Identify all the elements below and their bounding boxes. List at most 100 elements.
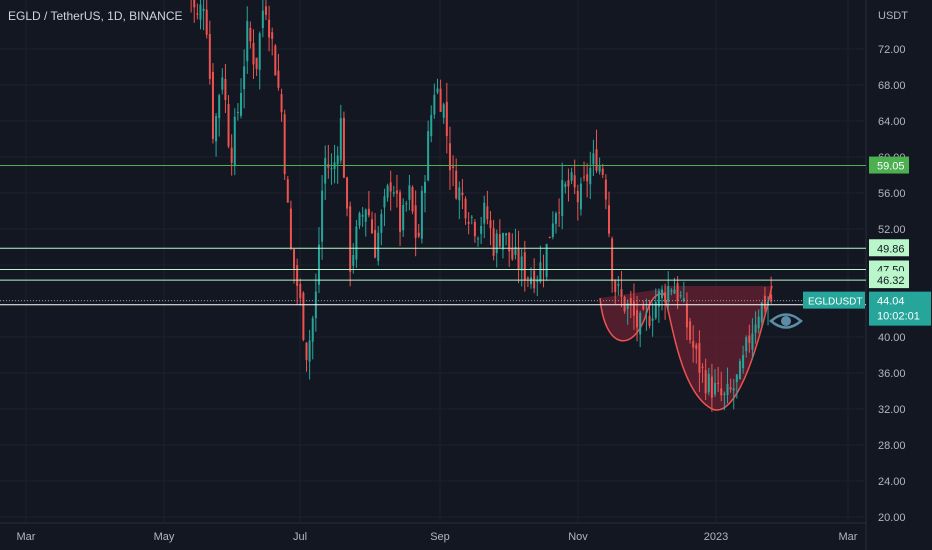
candle-body (629, 297, 632, 306)
candle-body (414, 205, 417, 238)
candle-body (280, 94, 283, 113)
candle-body (321, 190, 324, 242)
candle-body (598, 165, 601, 172)
candle-body (408, 185, 411, 200)
candle-body (386, 185, 389, 198)
candle-body (714, 382, 717, 395)
candle-body (374, 229, 377, 258)
candle-body (364, 209, 367, 222)
candle-body (461, 192, 464, 196)
candle-body (735, 374, 738, 383)
candle-body (258, 33, 261, 70)
candle-body (707, 373, 710, 393)
candle-body (355, 226, 358, 260)
symbol-tag-label: EGLDUSDT (808, 297, 862, 308)
level-price-label: 49.86 (877, 243, 905, 255)
candle-body (402, 204, 405, 231)
candle-body (433, 94, 436, 115)
chart-title: EGLD / TetherUS, 1D, BINANCE (8, 9, 183, 23)
candle-body (579, 183, 582, 210)
candle-body (196, 13, 199, 15)
candle-body (352, 255, 355, 266)
candle-body (567, 180, 570, 187)
candle-body (570, 172, 573, 181)
candle-body (193, 0, 196, 8)
price-axis-unit: USDT (878, 10, 908, 22)
candle-body (218, 95, 221, 119)
candle-body (445, 101, 448, 137)
candle-body (738, 361, 741, 380)
candle-body (430, 114, 433, 137)
current-price-tag (869, 291, 931, 326)
candle-body (464, 198, 467, 219)
candle-body (330, 168, 333, 170)
candle-body (317, 244, 320, 285)
candle-body (710, 376, 713, 398)
candle-body (729, 387, 732, 390)
time-tick-label: May (154, 531, 175, 543)
candle-body (439, 88, 442, 112)
candle-body (763, 295, 766, 310)
candle-body (667, 286, 670, 302)
candle-body (377, 232, 380, 261)
candle-body (342, 117, 345, 178)
candle-body (523, 252, 526, 280)
price-tick-label: 64.00 (878, 116, 906, 128)
candle-body (442, 104, 445, 118)
candle-body (311, 318, 314, 342)
candle-body (676, 283, 679, 302)
candle-body (492, 228, 495, 256)
candle-body (701, 366, 704, 368)
candle-body (205, 9, 208, 35)
candle-body (264, 6, 267, 15)
time-tick-label: Jul (293, 531, 307, 543)
candle-body (698, 342, 701, 373)
candle-body (489, 220, 492, 229)
candle-body (689, 321, 692, 340)
candle-body (589, 167, 592, 185)
candle-body (498, 234, 501, 247)
candle-body (420, 190, 423, 239)
candle-body (717, 382, 720, 384)
candle-body (723, 393, 726, 395)
eye-icon[interactable] (769, 313, 803, 329)
candle-body (564, 183, 567, 188)
candle-body (411, 187, 414, 212)
candle-body (595, 149, 598, 171)
candle-body (639, 312, 642, 335)
candle-body (455, 170, 458, 199)
candle-body (221, 77, 224, 90)
candle-body (757, 316, 760, 329)
candle-body (233, 116, 236, 166)
candle-body (576, 190, 579, 203)
candle-body (296, 265, 299, 286)
candle-body (664, 292, 667, 303)
candle-body (526, 278, 529, 280)
candle-body (483, 202, 486, 224)
candle-body (586, 174, 589, 182)
candle-body (467, 221, 470, 224)
candle-body (732, 388, 735, 391)
time-tick-label: Sep (430, 531, 450, 543)
candle-body (760, 302, 763, 322)
candle-body (249, 27, 252, 42)
time-tick-label: Mar (17, 531, 36, 543)
candle-body (405, 203, 408, 205)
level-price-label: 46.32 (877, 275, 905, 287)
candle-body (642, 305, 645, 310)
candle-body (383, 196, 386, 208)
candle-body (626, 303, 629, 310)
countdown-label: 10:02:01 (877, 311, 920, 323)
level-price-tag (869, 156, 909, 174)
candle-body (336, 155, 339, 165)
candle-body (286, 179, 289, 203)
candle-body (230, 147, 233, 163)
symbol-tag (803, 291, 865, 309)
candle-body (530, 277, 533, 285)
candle-body (299, 283, 302, 299)
candle-body (417, 232, 420, 237)
candle-body (370, 219, 373, 234)
candle-body (704, 370, 707, 394)
candle-body (654, 301, 657, 319)
